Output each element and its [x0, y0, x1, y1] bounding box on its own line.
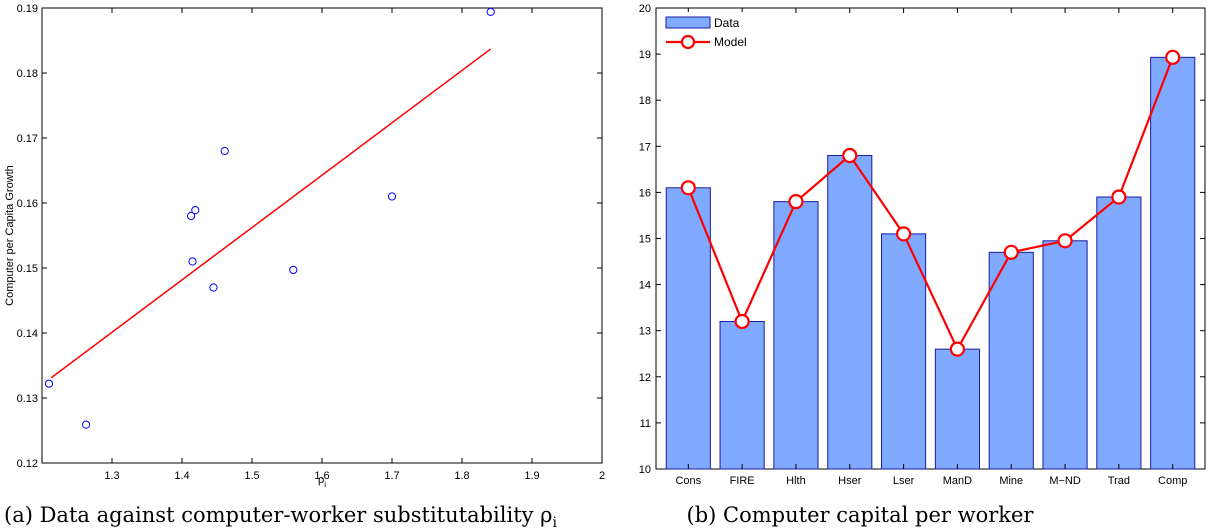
bar-panel: 10 11 12 13 14 15 16 17 18 19 20 Cons FIRE Hlth Hser L… — [639, 3, 1206, 487]
bar-y-tick-label: 18 — [639, 95, 651, 107]
bar-y-tick-label: 10 — [639, 464, 651, 476]
bar-category-label: Lser — [893, 475, 915, 487]
bar-category-label: Trad — [1108, 475, 1130, 487]
scatter-point — [82, 420, 91, 429]
bar-y-tick-label: 17 — [639, 141, 651, 153]
scatter-y-axis-label: Computer per Capita Growth — [4, 165, 16, 306]
bar-y-axis: 10 11 12 13 14 15 16 17 18 19 20 — [639, 3, 1205, 476]
scatter-y-tick-label: 0.12 — [17, 458, 38, 470]
model-marker — [734, 313, 750, 330]
data-bar — [1150, 56, 1196, 470]
scatter-y-tick-label: 0.17 — [17, 133, 38, 145]
scatter-x-tick-label: 1.5 — [244, 470, 259, 482]
scatter-y-tick-label: 0.14 — [17, 328, 38, 340]
bar-category-label: ManD — [943, 475, 972, 487]
scatter-plot-area — [41, 7, 603, 464]
caption-a: (a) Data against computer-worker substit… — [4, 503, 558, 531]
scatter-x-axis: 1.3 1.4 1.5 1.6 1.7 1.8 1.9 2 — [104, 8, 605, 482]
scatter-y-tick-label: 0.19 — [17, 3, 38, 15]
model-marker — [1111, 189, 1127, 205]
scatter-x-tick-label: 2 — [599, 470, 605, 482]
bar-x-axis: Cons FIRE Hlth Hser Lser ManD Mine M−ND Trad Comp — [675, 8, 1187, 487]
scatter-y-axis: 0.12 0.13 0.14 0.15 0.16 0.17 0.18 0.19 — [17, 3, 602, 470]
legend: Data Model — [660, 12, 758, 54]
legend-data-label: Data — [714, 16, 740, 30]
bar-y-tick-label: 19 — [639, 49, 651, 61]
scatter-x-tick-label: 1.9 — [524, 470, 539, 482]
scatter-x-tick-label: 1.6 — [314, 470, 329, 482]
scatter-point — [191, 206, 200, 215]
bar-category-label: Comp — [1158, 475, 1187, 487]
scatter-x-tick-label: 1.7 — [384, 470, 399, 482]
caption-a-sub: i — [553, 515, 558, 531]
data-bar — [934, 348, 980, 470]
bar-y-tick-label: 12 — [639, 372, 651, 384]
scatter-point — [486, 7, 495, 16]
caption-b: (b) Computer capital per worker — [687, 503, 1035, 527]
data-bar — [719, 320, 765, 470]
data-bar — [827, 155, 873, 470]
model-marker — [1165, 49, 1181, 65]
data-bar — [665, 187, 711, 470]
scatter-y-tick-label: 0.13 — [17, 393, 38, 405]
legend-data-swatch — [665, 16, 711, 29]
data-bar — [881, 233, 927, 470]
scatter-point — [187, 211, 196, 221]
data-bar — [1042, 240, 1088, 470]
model-marker — [788, 194, 804, 210]
legend-model-marker — [680, 34, 696, 50]
bar-y-tick-label: 20 — [639, 3, 651, 15]
model-marker — [680, 180, 696, 196]
x-label-rho: ρ — [318, 474, 324, 486]
legend-model-label: Model — [714, 35, 747, 49]
bar-y-tick-label: 15 — [639, 234, 651, 246]
bar-category-label: M−ND — [1049, 475, 1081, 487]
data-bar — [773, 201, 819, 470]
model-marker — [895, 226, 912, 242]
bar-y-tick-label: 11 — [640, 418, 651, 430]
scatter-panel: 0.120.130.140.150.160.170.180.19 1.3 1.4 1… — [4, 3, 605, 489]
bar-category-label: Hlth — [786, 475, 806, 487]
x-label-sub: i — [324, 480, 326, 489]
scatter-point — [387, 192, 397, 201]
scatter-x-tick-label: 1.4 — [174, 470, 189, 482]
scatter-points — [44, 7, 495, 429]
scatter-point — [44, 379, 54, 388]
scatter-x-axis-label: ρi — [318, 474, 326, 489]
bar-category-label: FIRE — [730, 475, 755, 487]
model-marker — [1003, 244, 1019, 260]
scatter-x-tick-label: 1.3 — [104, 470, 119, 482]
model-line — [687, 56, 1174, 352]
scatter-point — [289, 265, 298, 275]
bar-category-label: Cons — [675, 475, 701, 487]
fit-line — [50, 48, 492, 379]
scatter-point — [220, 146, 229, 156]
scatter-point — [188, 257, 197, 266]
model-markers — [680, 49, 1181, 357]
model-marker — [842, 147, 858, 164]
bar-category-label: Mine — [999, 475, 1023, 487]
bar-y-tick-label: 14 — [639, 280, 651, 292]
model-marker — [1057, 233, 1073, 249]
data-bar — [988, 251, 1034, 470]
scatter-y-tick-label: 0.15 — [17, 263, 38, 275]
caption-a-text: (a) Data against computer-worker substit… — [4, 503, 553, 527]
data-bar — [1096, 196, 1142, 470]
bar-y-tick-label: 16 — [639, 187, 651, 199]
bar-category-label: Hser — [838, 475, 862, 487]
scatter-y-tick-label: 0.16 — [17, 198, 38, 210]
model-marker — [949, 341, 966, 357]
scatter-point — [209, 283, 218, 292]
scatter-x-tick-label: 1.8 — [454, 470, 469, 482]
scatter-y-tick-label: 0.18 — [17, 68, 38, 80]
bar-y-tick-label: 13 — [639, 326, 651, 338]
